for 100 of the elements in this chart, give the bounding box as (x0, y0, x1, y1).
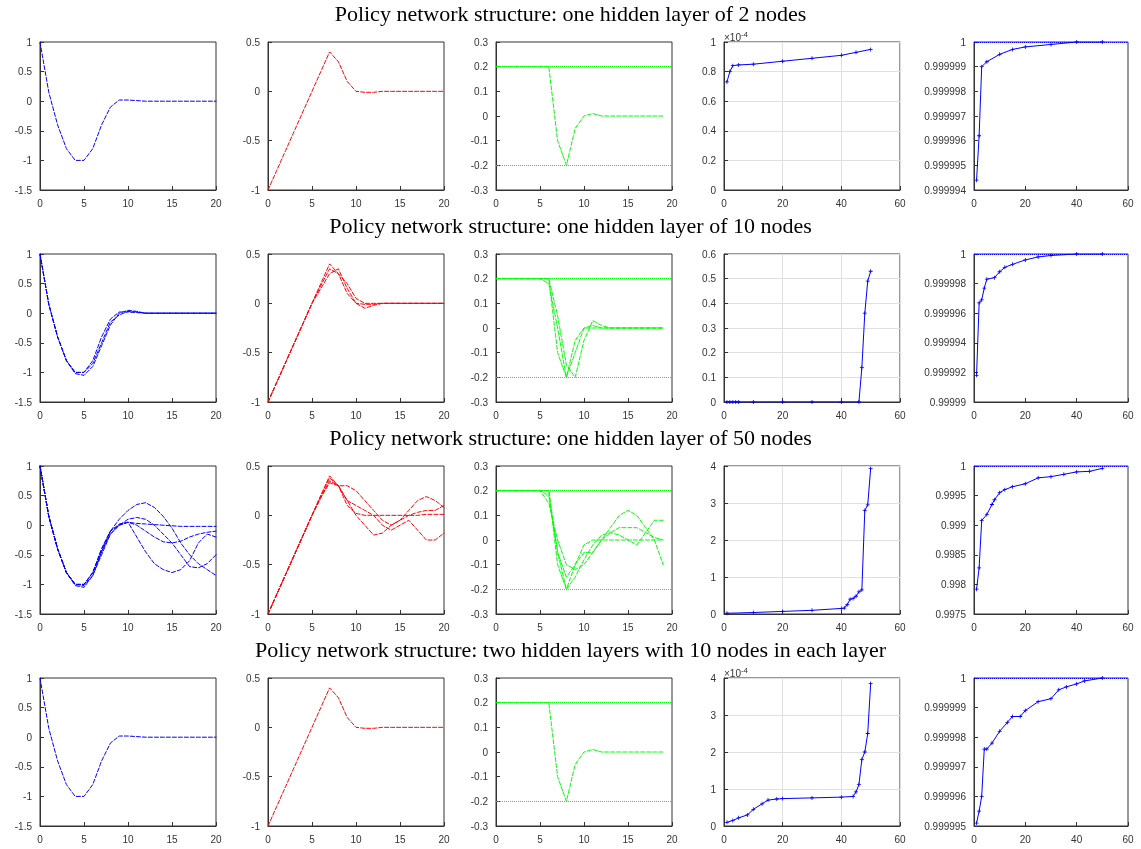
x-tick-label: 20 (1019, 409, 1032, 421)
y-tick-label: -0.2 (470, 795, 489, 807)
x-tick-label: 0 (971, 621, 978, 633)
y-tick-label: 0 (482, 746, 489, 758)
y-tick-label: -1 (251, 184, 261, 196)
y-tick-label: -1.5 (14, 396, 33, 408)
y-tick-label: 1 (960, 36, 967, 48)
y-tick-label: 0.1 (702, 371, 717, 383)
x-tick-label: 20 (666, 197, 678, 209)
x-tick-label: 0 (493, 833, 500, 845)
x-tick-label: 0 (971, 197, 978, 209)
y-tick-label: 0.999998 (924, 278, 967, 290)
x-tick-label: 40 (1071, 197, 1083, 209)
y-tick-label: 0.1 (474, 721, 489, 733)
x-tick-label: 5 (81, 197, 88, 209)
x-tick-label: 60 (1122, 197, 1134, 209)
y-tick-label: 0.99999 (929, 396, 967, 408)
y-tick-label: 0.1 (474, 297, 489, 309)
x-tick-label: 20 (438, 621, 450, 633)
x-tick-label: 60 (1122, 621, 1134, 633)
x-tick-label: 10 (578, 621, 590, 633)
y-tick-label: -0.1 (470, 559, 489, 571)
y-tick-label: 0.5 (246, 36, 261, 48)
y-tick-label: -0.1 (470, 135, 489, 147)
y-tick-label: 0.5 (18, 66, 33, 78)
x-tick-label: 0 (721, 621, 728, 633)
y-tick-label: 0.5 (246, 248, 261, 260)
y-tick-label: -0.1 (470, 347, 489, 359)
y-tick-label: 0.999997 (924, 761, 967, 773)
x-tick-label: 10 (350, 409, 362, 421)
y-tick-label: 1 (26, 36, 33, 48)
x-tick-label: 15 (622, 833, 634, 845)
y-tick-label: 0 (26, 731, 33, 743)
y-tick-label: -1.5 (14, 820, 33, 832)
x-tick-label: 60 (894, 197, 906, 209)
y-tick-label: 0.999996 (924, 790, 967, 802)
y-tick-label: 0.5 (702, 273, 717, 285)
y-tick-label: -1 (23, 790, 33, 802)
x-tick-label: 15 (394, 833, 406, 845)
x-tick-label: 0 (265, 621, 272, 633)
y-tick-label: -1 (251, 608, 261, 620)
y-tick-label: 0 (254, 297, 261, 309)
y-tick-label: 0 (254, 721, 261, 733)
y-tick-label: 0.999994 (924, 184, 967, 196)
x-tick-label: 0 (265, 409, 272, 421)
y-tick-label: 0.9995 (935, 490, 967, 502)
x-tick-label: 20 (777, 197, 789, 209)
y-tick-label: 0.2 (702, 347, 717, 359)
x-tick-label: 15 (166, 621, 178, 633)
y-tick-label: 0.9975 (935, 608, 967, 620)
x-tick-label: 15 (166, 833, 178, 845)
x-tick-label: 20 (666, 409, 678, 421)
y-tick-label: 0.4 (702, 125, 717, 137)
x-tick-label: 10 (578, 833, 590, 845)
x-tick-label: 0 (721, 833, 728, 845)
y-tick-label: -1 (23, 154, 33, 166)
y-tick-label: -0.5 (242, 347, 261, 359)
y-tick-label: 0 (710, 608, 717, 620)
x-tick-label: 0 (493, 621, 500, 633)
x-tick-label: 15 (394, 409, 406, 421)
y-tick-label: 3 (710, 497, 717, 509)
y-tick-label: 0 (254, 85, 261, 97)
text: Policy network structure: two hidden layers with 10 nodes in each layer (253, 636, 888, 664)
x-tick-label: 10 (350, 197, 362, 209)
y-tick-label: 0.2 (474, 697, 489, 709)
y-tick-label: -0.1 (470, 771, 489, 783)
x-tick-label: 40 (835, 197, 848, 209)
y-tick-label: 0.999996 (924, 135, 967, 147)
y-tick-label: 0.999994 (924, 337, 967, 349)
y-tick-label: 0.999998 (924, 85, 967, 97)
y-tick-label: 1 (960, 672, 967, 684)
y-tick-label: 0.998 (940, 578, 967, 590)
y-tick-label: 0.999996 (924, 307, 967, 319)
y-tick-label: 0 (26, 307, 33, 319)
x-tick-label: 20 (777, 833, 789, 845)
y-tick-label: 0.8 (702, 66, 717, 78)
x-tick-label: 40 (835, 621, 848, 633)
y-tick-label: 0.1 (474, 509, 489, 521)
x-tick-label: 5 (309, 409, 316, 421)
x-tick-label: 10 (122, 197, 134, 209)
x-tick-label: 5 (537, 621, 544, 633)
y-tick-label: -1 (23, 578, 33, 590)
y-tick-label: 1 (960, 248, 967, 260)
y-tick-label: 0.2 (474, 485, 489, 497)
y-tick-label: 0.1 (474, 85, 489, 97)
x-tick-label: 10 (350, 621, 362, 633)
x-tick-label: 60 (1122, 409, 1134, 421)
y-tick-label: 0.3 (474, 460, 489, 472)
y-tick-label: 1 (26, 672, 33, 684)
x-tick-label: 5 (537, 197, 544, 209)
y-tick-label: 0 (710, 820, 717, 832)
x-tick-label: 10 (122, 621, 134, 633)
x-tick-label: 10 (122, 833, 134, 845)
y-tick-label: -0.5 (242, 771, 261, 783)
x-tick-label: 20 (210, 197, 222, 209)
text: Policy network structure: one hidden layer of 50 nodes (328, 424, 813, 452)
y-tick-label: 0.3 (474, 248, 489, 260)
y-tick-label: 4 (710, 672, 717, 684)
y-tick-label: 0.2 (702, 154, 717, 166)
x-tick-label: 5 (309, 197, 316, 209)
